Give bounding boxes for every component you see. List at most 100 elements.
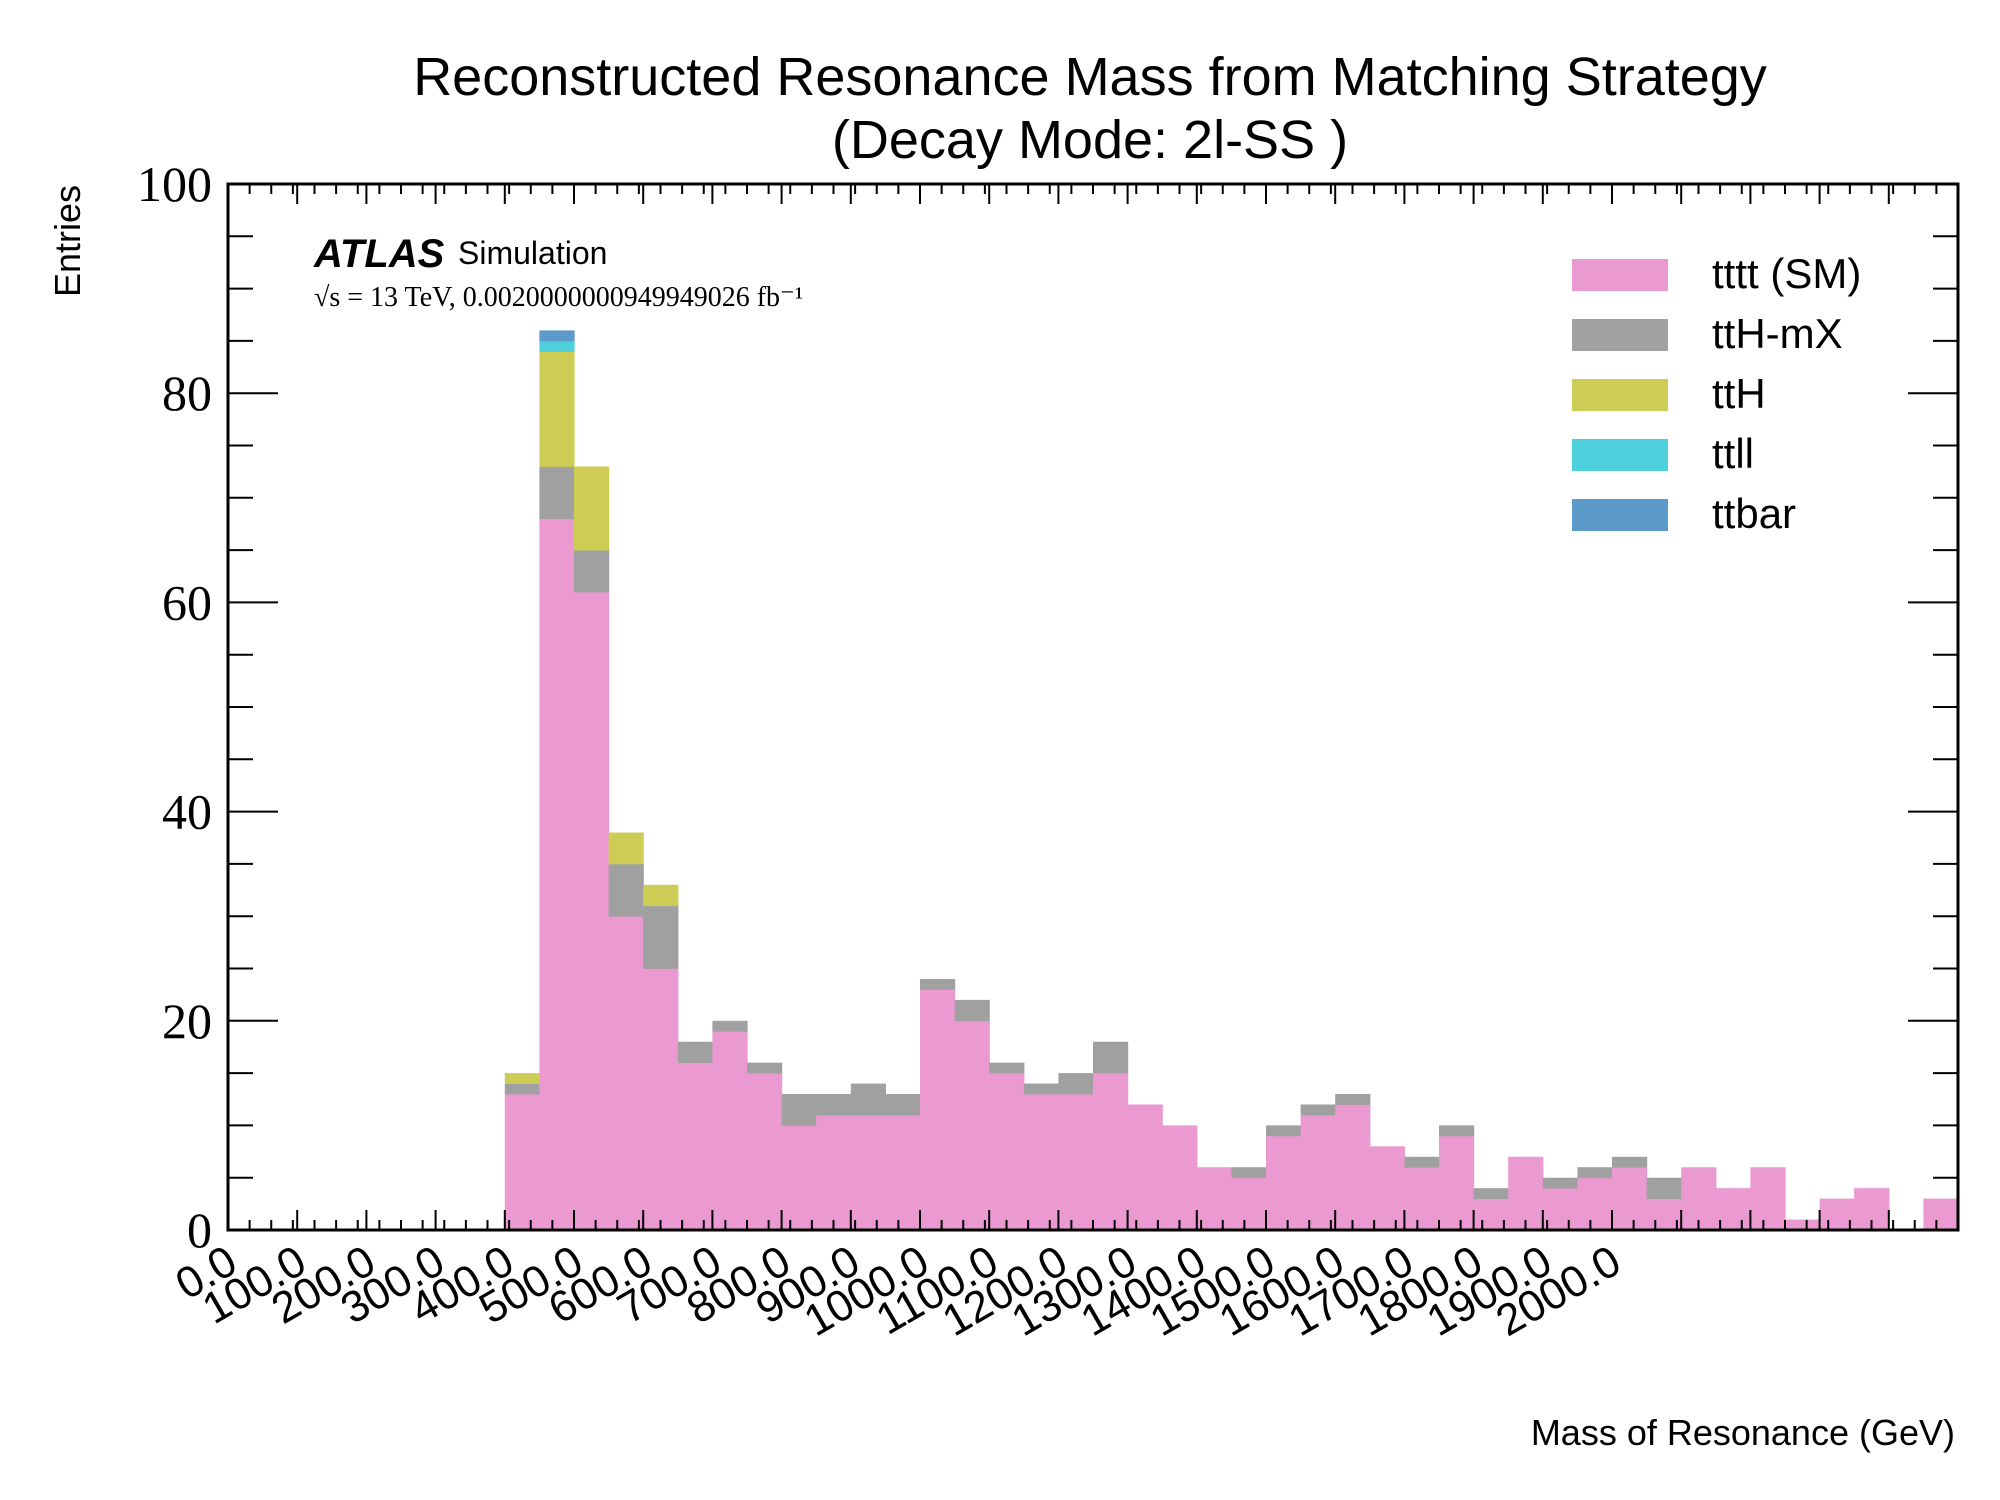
bar-tth-mx-bin-27	[1439, 1125, 1475, 1137]
legend-swatch	[1572, 319, 1668, 351]
bar-tttt-sm-bin-1	[539, 518, 575, 1231]
legend-label: ttbar	[1712, 490, 1796, 537]
bar-tth-mx-bin-8	[781, 1094, 817, 1126]
bar-tttt-sm-bin-22	[1266, 1135, 1302, 1231]
bar-ttll-bin-1	[539, 340, 575, 352]
bar-tth-mx-bin-24	[1335, 1094, 1371, 1105]
histogram-bars	[504, 330, 1959, 1231]
chart-title: Reconstructed Resonance Mass from Matchi…	[413, 47, 1767, 107]
bar-tth-mx-bin-5	[677, 1041, 713, 1064]
bar-tttt-sm-bin-35	[1715, 1188, 1751, 1231]
bar-tth-mx-bin-10	[850, 1083, 886, 1116]
y-tick-label: 20	[162, 993, 212, 1049]
bar-tttt-sm-bin-16	[1058, 1094, 1094, 1231]
bar-tth-bin-4	[643, 884, 679, 907]
bar-tttt-sm-bin-24	[1335, 1104, 1371, 1231]
legend-swatch	[1572, 259, 1668, 291]
bar-tth-bin-1	[539, 351, 575, 467]
legend-label: ttH-mX	[1712, 310, 1843, 357]
bar-tttt-sm-bin-14	[989, 1073, 1025, 1231]
y-tick-label: 80	[162, 365, 212, 421]
bar-tttt-sm-bin-0	[504, 1094, 540, 1231]
y-axis-label: Entries	[47, 185, 88, 297]
bar-tth-mx-bin-7	[747, 1062, 783, 1074]
bar-tttt-sm-bin-27	[1439, 1135, 1475, 1231]
bar-tth-mx-bin-33	[1646, 1177, 1682, 1200]
bar-tth-mx-bin-17	[1093, 1041, 1129, 1074]
bar-tttt-sm-bin-37	[1785, 1219, 1821, 1231]
legend-label: ttH	[1712, 370, 1766, 417]
bar-ttbar-bin-1	[539, 330, 575, 342]
bar-tttt-sm-bin-25	[1369, 1146, 1405, 1231]
bar-tttt-sm-bin-41	[1923, 1198, 1959, 1231]
bar-tth-mx-bin-15	[1023, 1083, 1059, 1095]
bar-tth-mx-bin-9	[816, 1094, 852, 1116]
bar-tttt-sm-bin-29	[1508, 1156, 1544, 1231]
legend-label: ttll	[1712, 430, 1754, 477]
bar-tth-bin-2	[574, 466, 610, 551]
bar-tth-mx-bin-6	[712, 1020, 748, 1032]
legend-swatch	[1572, 379, 1668, 411]
y-tick-label: 0	[187, 1202, 212, 1258]
bar-tttt-sm-bin-2	[574, 591, 610, 1231]
bar-tth-mx-bin-22	[1266, 1125, 1302, 1137]
bar-tth-mx-bin-32	[1612, 1156, 1648, 1168]
bar-tth-mx-bin-1	[539, 466, 575, 520]
bar-tttt-sm-bin-32	[1612, 1167, 1648, 1231]
energy-luminosity-label: √s = 13 TeV, 0.0020000000949949026 fb⁻¹	[314, 282, 803, 313]
chart-subtitle: (Decay Mode: 2l-SS )	[832, 110, 1348, 170]
bar-tttt-sm-bin-8	[781, 1125, 817, 1231]
plot-frame	[226, 182, 1960, 1232]
atlas-label: ATLAS	[313, 232, 445, 276]
bar-tttt-sm-bin-26	[1404, 1167, 1440, 1231]
bar-tttt-sm-bin-19	[1162, 1125, 1198, 1231]
bar-tttt-sm-bin-12	[920, 989, 956, 1231]
bar-tth-mx-bin-16	[1058, 1073, 1094, 1095]
bar-tth-mx-bin-28	[1473, 1188, 1509, 1200]
bar-tth-mx-bin-31	[1577, 1167, 1613, 1179]
bar-tttt-sm-bin-5	[677, 1062, 713, 1231]
bar-tttt-sm-bin-11	[885, 1114, 921, 1231]
legend-swatch	[1572, 439, 1668, 471]
atlas-sublabel: Simulation	[458, 235, 607, 271]
bar-tth-mx-bin-21	[1231, 1167, 1267, 1179]
bar-tttt-sm-bin-4	[643, 968, 679, 1231]
bar-tth-mx-bin-30	[1542, 1177, 1578, 1189]
bar-tth-mx-bin-3	[608, 863, 644, 917]
bar-tth-mx-bin-4	[643, 905, 679, 969]
y-tick-label: 100	[137, 156, 212, 212]
bar-tth-mx-bin-23	[1300, 1104, 1336, 1116]
bar-tttt-sm-bin-10	[850, 1114, 886, 1231]
bar-tttt-sm-bin-13	[954, 1020, 990, 1231]
bar-tth-mx-bin-14	[989, 1062, 1025, 1074]
bar-tth-mx-bin-2	[574, 550, 610, 593]
bar-tttt-sm-bin-23	[1300, 1114, 1336, 1231]
x-axis-label: Mass of Resonance (GeV)	[1531, 1412, 1955, 1453]
bar-tttt-sm-bin-30	[1542, 1188, 1578, 1231]
legend-label: tttt (SM)	[1712, 250, 1861, 297]
legend: tttt (SM) ttH-mX ttH ttll ttbar	[1572, 250, 1861, 537]
bar-tttt-sm-bin-31	[1577, 1177, 1613, 1231]
y-axis-ticks: 0 20 40 60 80 100	[137, 156, 1958, 1258]
bar-tttt-sm-bin-20	[1196, 1167, 1232, 1231]
bar-tttt-sm-bin-18	[1127, 1104, 1163, 1231]
bar-tth-mx-bin-11	[885, 1094, 921, 1116]
bar-tttt-sm-bin-6	[712, 1031, 748, 1231]
bar-tttt-sm-bin-21	[1231, 1177, 1267, 1231]
y-tick-label: 40	[162, 784, 212, 840]
bar-tttt-sm-bin-17	[1093, 1073, 1129, 1231]
y-tick-label: 60	[162, 574, 212, 630]
bar-tttt-sm-bin-9	[816, 1114, 852, 1231]
bar-tttt-sm-bin-34	[1681, 1167, 1717, 1231]
bar-tth-mx-bin-12	[920, 978, 956, 990]
legend-swatch	[1572, 499, 1668, 531]
bar-tttt-sm-bin-15	[1023, 1094, 1059, 1231]
bar-tth-bin-3	[608, 832, 644, 865]
bar-tth-mx-bin-13	[954, 999, 990, 1022]
bar-tth-bin-0	[504, 1073, 540, 1084]
bar-tth-mx-bin-26	[1404, 1156, 1440, 1168]
bar-tttt-sm-bin-3	[608, 916, 644, 1231]
bar-tttt-sm-bin-36	[1750, 1167, 1786, 1231]
bar-tth-mx-bin-0	[504, 1083, 540, 1095]
